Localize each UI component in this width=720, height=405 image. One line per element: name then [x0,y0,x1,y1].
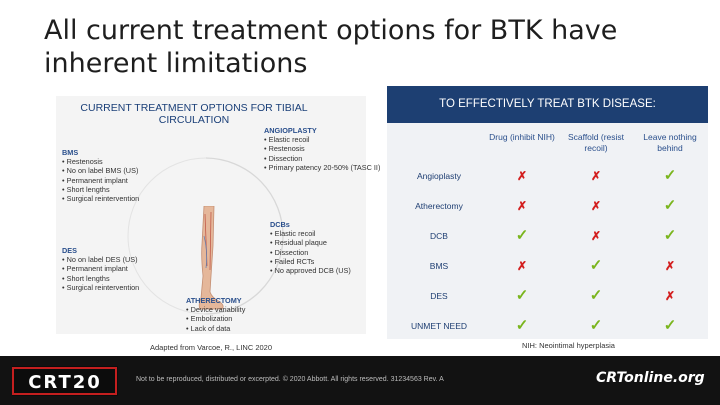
check-icon: ✓ [589,317,603,334]
list-item: • Dissection [264,153,303,163]
table-row: DCB ✓ ✗ ✓ [387,221,708,251]
arc-decoration [127,157,284,315]
atherectomy-title: ATHERECTOMY [186,296,242,305]
list-item: • Embolization [186,314,233,324]
treatment-options-panel: CURRENT TREATMENT OPTIONS FOR TIBIAL CIR… [56,96,380,334]
bms-block: BMS • Restenosis • No on label BMS (US) … [62,148,139,203]
list-item: • Short lengths [62,184,110,194]
cross-icon: ✗ [590,169,602,183]
list-item: • Permanent implant [62,264,128,274]
check-icon: ✓ [663,197,677,214]
crtonline-link[interactable]: CRTonline.org [596,370,705,386]
check-icon: ✓ [663,317,677,334]
row-label: DES [430,291,448,301]
footer-bar: CRT20 Not to be reproduced, distributed … [0,356,720,405]
dcb-block: DCBs • Elastic recoil • Residual plaque … [270,220,351,275]
bms-title: BMS [62,148,79,157]
row-label: UNMET NEED [410,321,468,331]
list-item: • Device variability [186,305,246,315]
dcb-title: DCBs [270,220,290,229]
check-icon: ✓ [663,167,677,184]
angioplasty-block: ANGIOPLASTY • Elastic recoil • Restenosi… [264,126,380,172]
list-item: • No approved DCB (US) [270,266,351,276]
cross-icon: ✗ [664,259,676,273]
des-block: DES • No on label DES (US) • Permanent i… [62,246,139,292]
logo-text: CRT20 [28,372,102,393]
angioplasty-title: ANGIOPLASTY [264,126,317,135]
cross-icon: ✗ [590,199,602,213]
copyright-note: Not to be reproduced, distributed or exc… [136,376,444,383]
column-header-leave-nothing: Leave nothing behind [643,132,697,153]
column-header-drug: Drug (inhibit NIH) [489,132,555,142]
list-item: • Elastic recoil [264,135,310,145]
cross-icon: ✗ [516,199,528,213]
list-item: • Lack of data [186,323,231,333]
list-item: • Elastic recoil [270,229,316,239]
row-label: DCB [430,231,448,241]
check-icon: ✓ [515,227,529,244]
list-item: • Surgical reintervention [62,194,140,204]
check-icon: ✓ [589,257,603,274]
row-label: BMS [429,261,449,271]
table-row: BMS ✗ ✓ ✗ [387,251,708,281]
row-label: Angioplasty [417,171,461,181]
column-header-scaffold: Scaffold (resist recoil) [567,132,625,153]
table-row: Atherectomy ✗ ✗ ✓ [387,191,708,221]
list-item: • Restenosis [264,144,305,154]
list-item: • Residual plaque [270,238,327,248]
list-item: • Failed RCTs [270,256,315,266]
list-item: • Dissection [270,247,309,257]
check-icon: ✓ [589,287,603,304]
list-item: • Surgical reintervention [62,282,140,292]
leg-illustration-icon [198,206,224,310]
list-item: • No on label BMS (US) [62,166,139,176]
crt20-logo: CRT20 [12,366,118,396]
btk-requirements-header: TO EFFECTIVELY TREAT BTK DISEASE: [387,86,708,123]
list-item: • Permanent implant [62,175,128,185]
source-citation: Adapted from Varcoe, R., LINC 2020 [150,343,273,352]
slide-title: All current treatment options for BTK ha… [44,15,618,79]
list-item: • Short lengths [62,273,110,283]
des-title: DES [62,246,78,255]
table-row: DES ✓ ✓ ✗ [387,281,708,311]
nih-footnote: NIH: Neointimal hyperplasia [522,341,615,350]
table-row: UNMET NEED ✓ ✓ ✓ [387,311,708,341]
check-icon: ✓ [515,287,529,304]
cross-icon: ✗ [590,229,602,243]
list-item: • Restenosis [62,157,103,167]
table-row: Angioplasty ✗ ✗ ✓ [387,161,708,191]
cross-icon: ✗ [516,169,528,183]
atherectomy-block: ATHERECTOMY • Device variability • Embol… [186,296,245,333]
list-item: • No on label DES (US) [62,255,138,265]
check-icon: ✓ [515,317,529,334]
comparison-table: Drug (inhibit NIH) Scaffold (resist reco… [387,123,708,339]
cross-icon: ✗ [664,289,676,303]
list-item: • Primary patency 20-50% (TASC II) [264,162,381,172]
cross-icon: ✗ [516,259,528,273]
check-icon: ✓ [663,227,677,244]
row-label: Atherectomy [415,201,463,211]
left-panel-heading: CURRENT TREATMENT OPTIONS FOR TIBIAL CIR… [80,102,308,126]
